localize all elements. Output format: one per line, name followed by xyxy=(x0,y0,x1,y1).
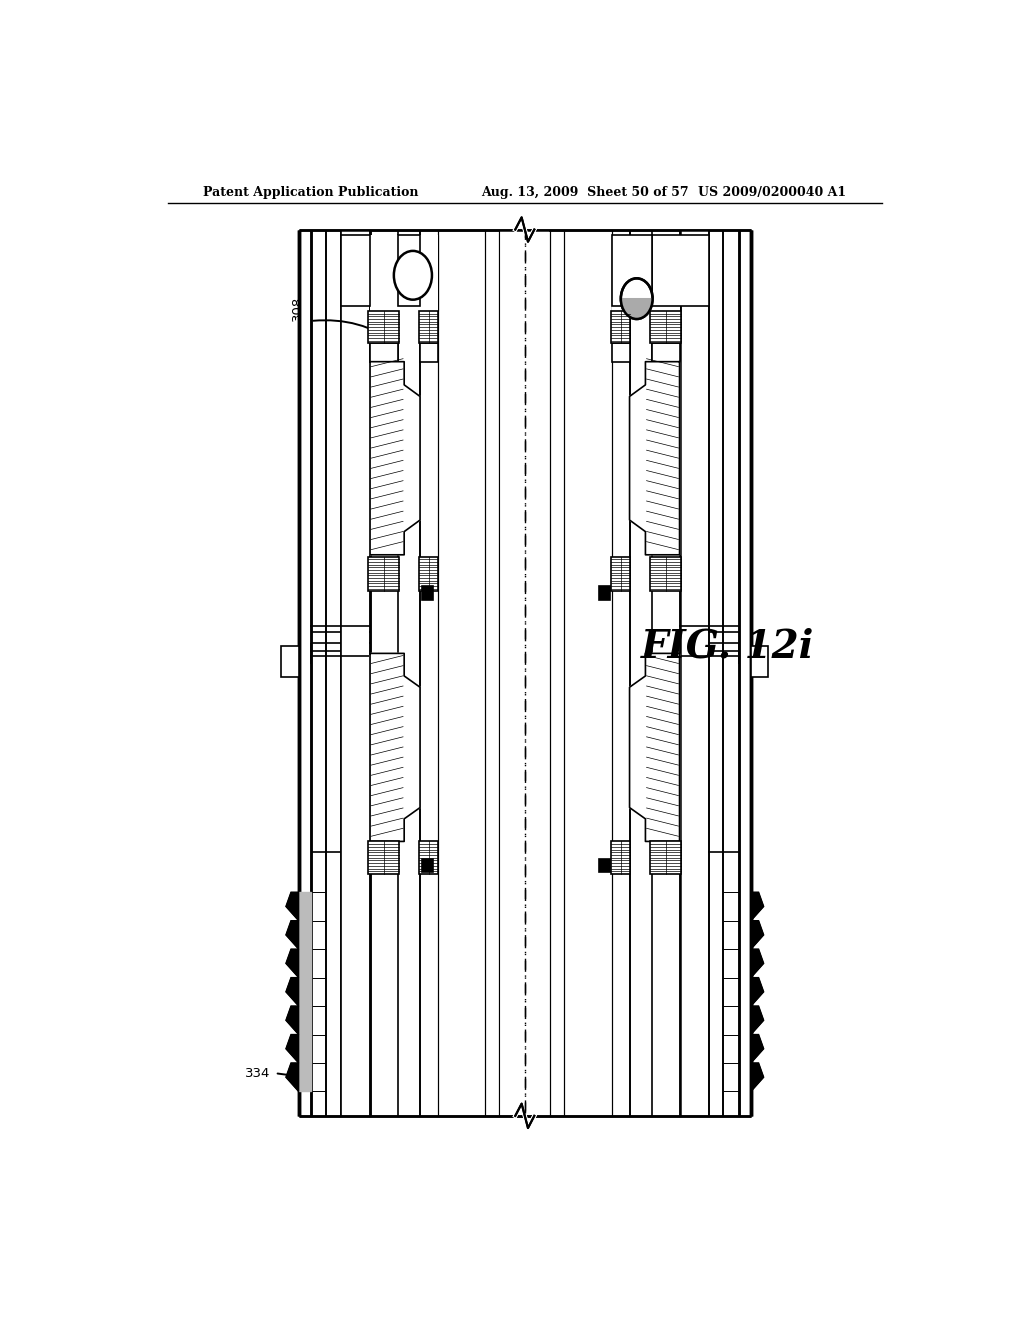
Bar xyxy=(612,235,680,312)
Polygon shape xyxy=(299,1006,310,1035)
Bar xyxy=(423,859,433,873)
Polygon shape xyxy=(751,1035,764,1063)
Bar xyxy=(370,235,437,312)
Polygon shape xyxy=(299,1035,310,1063)
Bar xyxy=(612,235,651,306)
Bar xyxy=(650,312,681,343)
Bar xyxy=(282,647,299,677)
Bar xyxy=(419,557,438,591)
Polygon shape xyxy=(370,653,420,841)
Polygon shape xyxy=(299,921,310,949)
Polygon shape xyxy=(299,892,310,921)
Bar xyxy=(650,841,681,874)
Bar xyxy=(341,231,370,1115)
Bar xyxy=(423,586,433,599)
Bar xyxy=(599,859,609,873)
Polygon shape xyxy=(621,298,652,319)
Bar xyxy=(397,235,420,306)
Polygon shape xyxy=(286,1063,299,1092)
Polygon shape xyxy=(286,978,299,1006)
Polygon shape xyxy=(630,362,680,554)
Bar xyxy=(369,841,399,874)
Bar xyxy=(651,235,709,306)
Polygon shape xyxy=(370,362,420,554)
Bar xyxy=(369,312,399,343)
Polygon shape xyxy=(751,978,764,1006)
Text: Aug. 13, 2009  Sheet 50 of 57: Aug. 13, 2009 Sheet 50 of 57 xyxy=(481,186,689,199)
Text: 308: 308 xyxy=(291,296,304,321)
Bar xyxy=(680,231,709,1115)
Bar xyxy=(611,841,631,874)
Circle shape xyxy=(621,279,652,319)
Polygon shape xyxy=(751,921,764,949)
Bar xyxy=(611,557,631,591)
Bar xyxy=(612,343,630,362)
Circle shape xyxy=(394,251,432,300)
Polygon shape xyxy=(286,921,299,949)
Bar xyxy=(341,235,370,306)
Polygon shape xyxy=(299,978,310,1006)
Polygon shape xyxy=(751,892,764,921)
Polygon shape xyxy=(299,1063,310,1092)
Text: 334: 334 xyxy=(246,1067,270,1080)
Polygon shape xyxy=(286,1006,299,1035)
Bar xyxy=(419,841,438,874)
Text: Patent Application Publication: Patent Application Publication xyxy=(204,186,419,199)
Bar xyxy=(599,586,609,599)
Polygon shape xyxy=(286,1035,299,1063)
Polygon shape xyxy=(286,949,299,978)
Polygon shape xyxy=(751,1063,764,1092)
Bar xyxy=(419,312,438,343)
Bar xyxy=(650,557,681,591)
Bar xyxy=(611,312,631,343)
Polygon shape xyxy=(751,949,764,978)
Bar xyxy=(751,647,768,677)
Bar xyxy=(651,343,680,362)
Bar xyxy=(370,343,397,362)
Polygon shape xyxy=(286,892,299,921)
Polygon shape xyxy=(630,653,680,841)
Bar xyxy=(369,557,399,591)
Text: US 2009/0200040 A1: US 2009/0200040 A1 xyxy=(698,186,846,199)
Bar xyxy=(500,230,550,1115)
Polygon shape xyxy=(299,949,310,978)
Polygon shape xyxy=(751,1006,764,1035)
Bar xyxy=(500,231,550,1115)
Bar xyxy=(420,343,437,362)
Text: FIG. 12i: FIG. 12i xyxy=(640,627,814,665)
